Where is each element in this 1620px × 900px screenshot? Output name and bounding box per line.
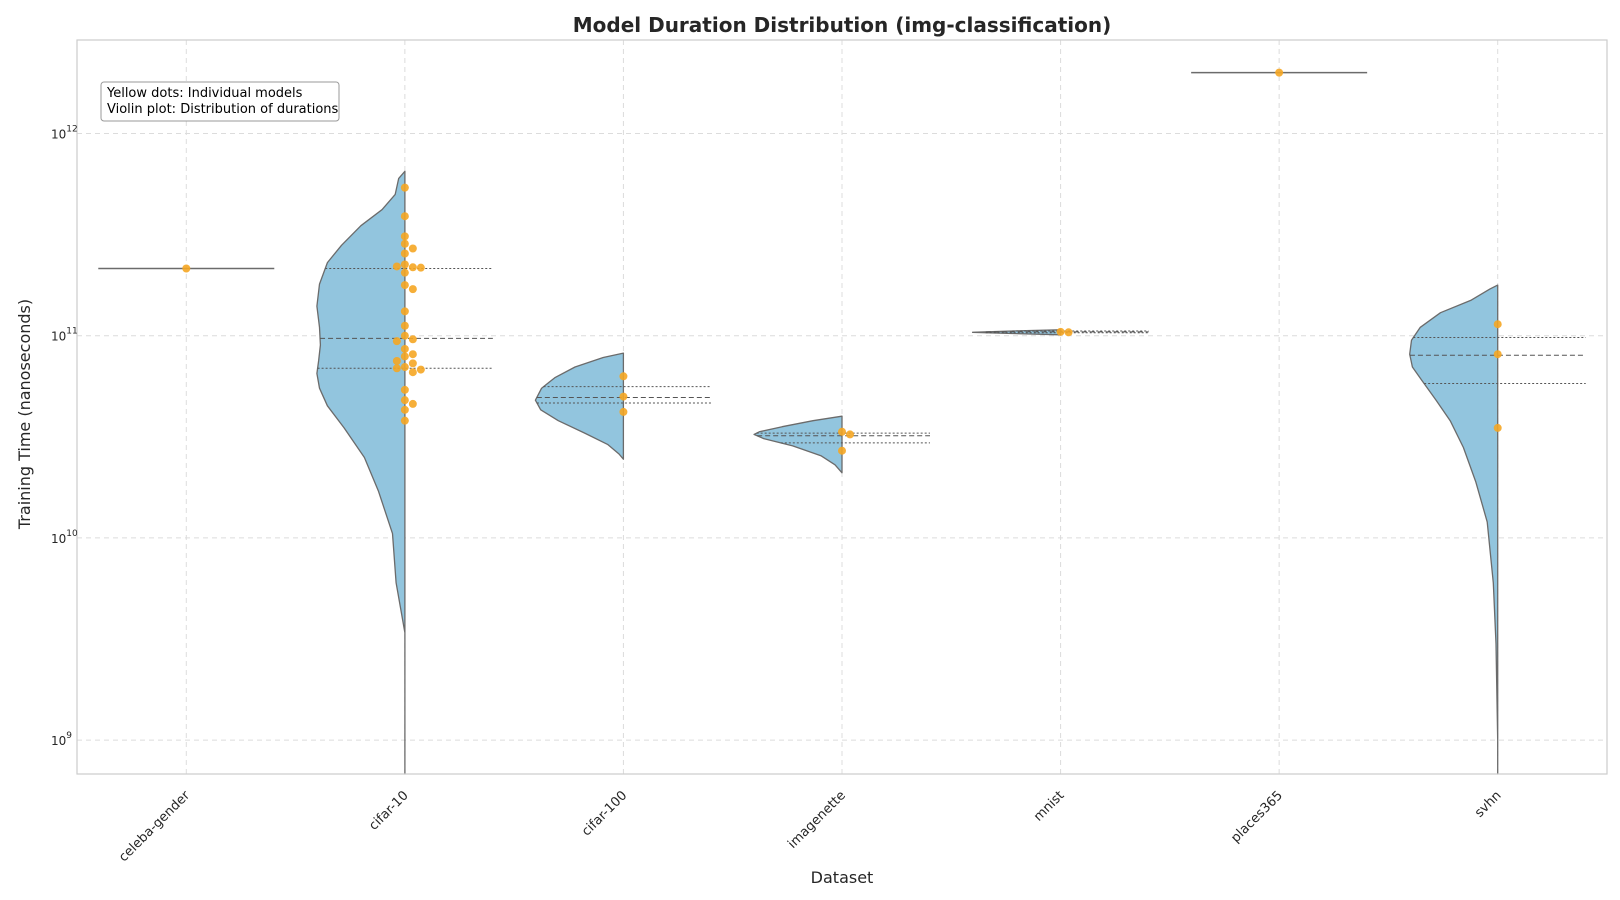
- x-tick-label: celeba-gender: [116, 788, 193, 865]
- model-point: [619, 407, 628, 416]
- model-point: [416, 263, 425, 272]
- annotation-line-dots: Yellow dots: Individual models: [106, 86, 303, 101]
- x-tick-label: mnist: [1031, 788, 1067, 824]
- model-point: [392, 337, 401, 346]
- model-point: [400, 352, 409, 361]
- model-point: [408, 359, 417, 368]
- model-point: [846, 430, 854, 439]
- y-tick-label: 109: [51, 731, 72, 748]
- model-point: [400, 281, 409, 290]
- model-point: [408, 263, 417, 272]
- annotation-box: [100, 81, 340, 122]
- model-point: [400, 405, 409, 414]
- model-point: [408, 335, 417, 344]
- model-point: [400, 307, 409, 316]
- model-point: [400, 260, 409, 269]
- x-tick-label: svhn: [1472, 788, 1504, 820]
- model-point: [400, 232, 409, 241]
- model-point: [400, 416, 409, 425]
- model-point: [392, 364, 401, 373]
- model-point: [1056, 327, 1065, 336]
- model-point: [392, 262, 401, 271]
- model-points: [182, 68, 1502, 455]
- x-tick-label: cifar-100: [579, 788, 630, 839]
- model-point: [400, 344, 409, 353]
- model-point: [1493, 350, 1502, 359]
- violins: [98, 71, 1586, 775]
- y-axis-ticks: 109 1010 1011 1012: [51, 125, 78, 749]
- model-point: [400, 268, 409, 277]
- chart-title: Model Duration Distribution (img-classif…: [573, 13, 1112, 37]
- model-point: [408, 350, 417, 359]
- violin-svhn: [1409, 284, 1499, 775]
- model-point: [408, 399, 417, 408]
- x-tick-label: cifar-10: [366, 788, 411, 833]
- model-point: [619, 392, 628, 401]
- x-tick-label: places365: [1228, 788, 1286, 846]
- violin-cifar-10: [316, 170, 406, 775]
- model-point: [400, 239, 409, 248]
- model-point: [1493, 423, 1502, 432]
- model-point: [408, 244, 417, 253]
- model-point: [400, 249, 409, 258]
- model-point: [400, 183, 409, 192]
- model-point: [400, 396, 409, 405]
- model-point: [838, 427, 846, 436]
- annotation-line-violin: Violin plot: Distribution of durations: [107, 102, 339, 117]
- violin-imagenette: [753, 415, 843, 474]
- y-tick-label: 1010: [51, 529, 78, 546]
- model-point: [400, 363, 409, 372]
- plot-frame: [76, 39, 1608, 775]
- legend-annotation: Yellow dots: Individual models Violin pl…: [100, 81, 340, 122]
- model-point: [400, 321, 409, 330]
- model-point: [392, 356, 401, 365]
- y-axis-label: Training Time (nanoseconds): [15, 299, 34, 530]
- x-axis-ticks: celeba-gender cifar-10 cifar-100 imagenette…: [116, 788, 1504, 865]
- model-point: [838, 446, 846, 455]
- y-tick-label: 1012: [51, 125, 78, 142]
- model-point: [400, 331, 409, 340]
- model-point: [1493, 320, 1502, 329]
- model-point: [408, 368, 417, 377]
- model-point: [400, 212, 409, 221]
- model-point: [182, 264, 191, 273]
- model-point: [1275, 68, 1284, 77]
- model-point: [1064, 328, 1073, 337]
- model-point: [400, 385, 409, 394]
- model-point: [416, 365, 425, 374]
- x-axis-label: Dataset: [811, 868, 874, 887]
- violin-cifar-100: [534, 352, 625, 460]
- model-point: [408, 285, 417, 294]
- x-tick-label: imagenette: [785, 788, 849, 852]
- y-tick-label: 1011: [51, 327, 78, 344]
- model-point: [619, 372, 628, 381]
